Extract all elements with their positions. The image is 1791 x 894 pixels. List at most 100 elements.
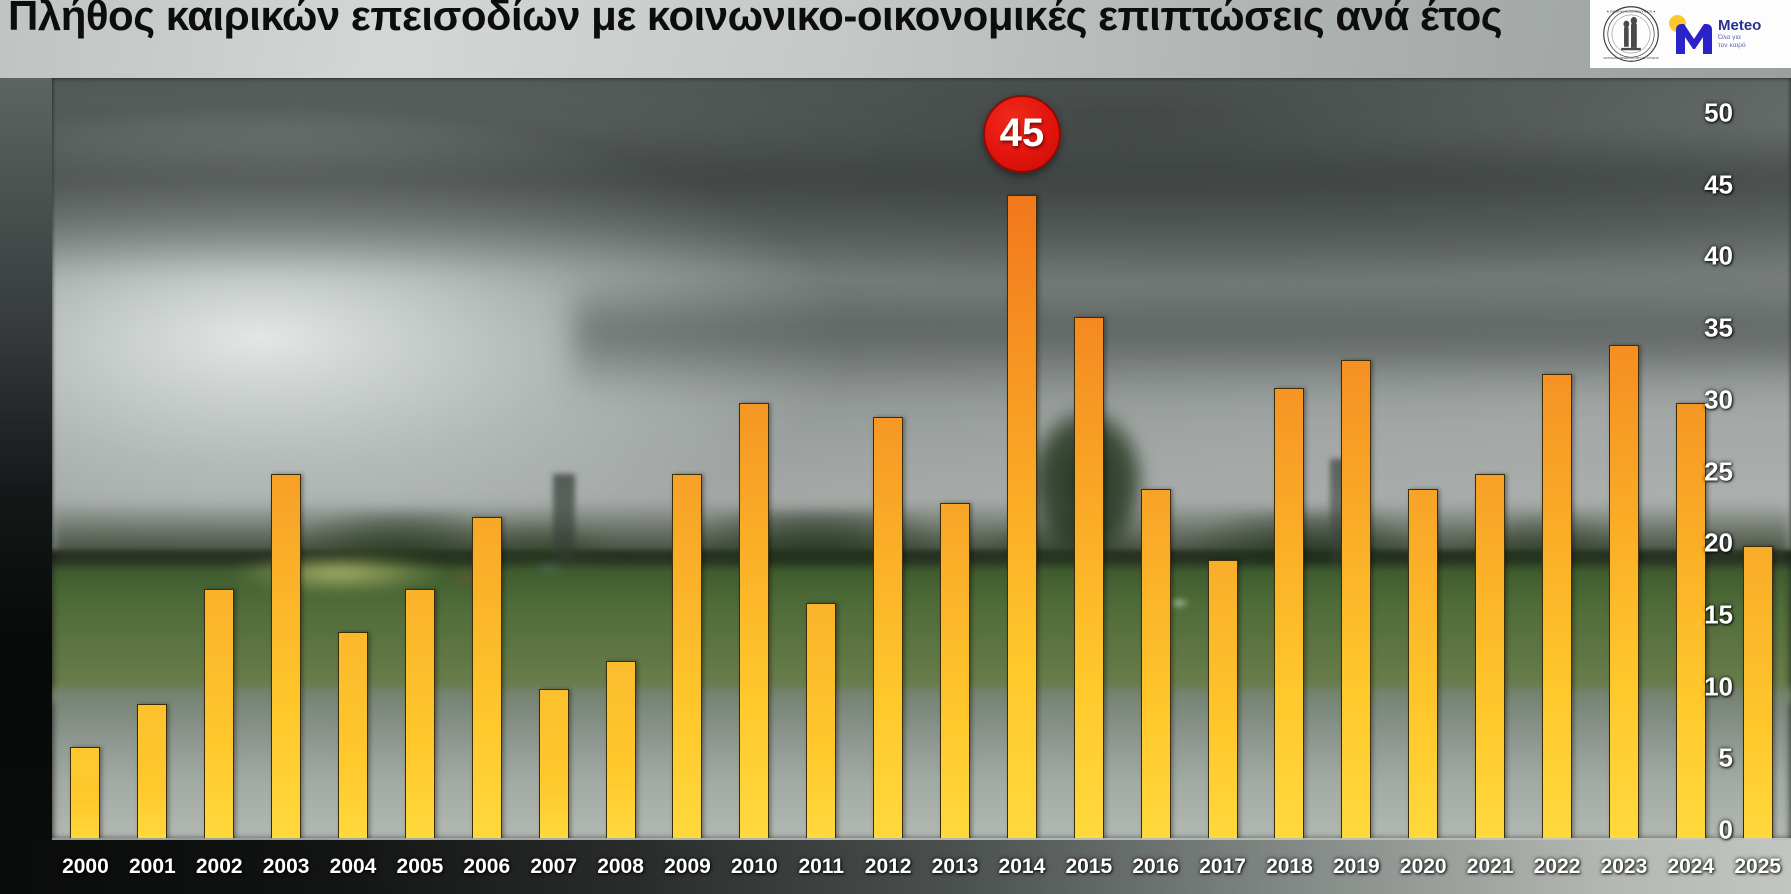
meteo-brand-name: Meteo bbox=[1718, 17, 1762, 34]
title-bar: Πλήθος καιρικών επεισοδίων με κοινωνικο-… bbox=[0, 0, 1791, 78]
bar-slot-2005[interactable] bbox=[386, 78, 453, 840]
bar-2020[interactable] bbox=[1408, 488, 1439, 840]
y-axis-tick-15: 15 bbox=[1704, 599, 1733, 630]
bar-2024[interactable] bbox=[1675, 402, 1706, 840]
svg-text:★ ΕΘΝΙΚΟΝ ΑΣΤΕΡΟΣΚΟΠΕΙΟΝ ★: ★ ΕΘΝΙΚΟΝ ΑΣΤΕΡΟΣΚΟΠΕΙΟΝ ★ bbox=[1606, 10, 1655, 14]
y-axis-tick-0: 0 bbox=[1718, 814, 1733, 845]
bar-2006[interactable] bbox=[471, 517, 502, 840]
x-axis-tick-2015: 2015 bbox=[1065, 855, 1113, 878]
bar-slot-2008[interactable] bbox=[587, 78, 654, 840]
bar-2016[interactable] bbox=[1140, 488, 1171, 840]
bar-2018[interactable] bbox=[1274, 388, 1305, 840]
bar-slot-2024[interactable] bbox=[1657, 78, 1724, 840]
logo-block: ★ ΕΘΝΙΚΟΝ ΑΣΤΕΡΟΣΚΟΠΕΙΟΝ ★ NATIONAL OBSE… bbox=[1590, 0, 1791, 68]
bar-2023[interactable] bbox=[1608, 345, 1639, 840]
national-observatory-seal-icon: ★ ΕΘΝΙΚΟΝ ΑΣΤΕΡΟΣΚΟΠΕΙΟΝ ★ NATIONAL OBSE… bbox=[1603, 6, 1659, 62]
bar-2010[interactable] bbox=[739, 402, 770, 840]
bar-slot-2003[interactable] bbox=[253, 78, 320, 840]
svg-text:NATIONAL OBSERVATORY OF ATHENS: NATIONAL OBSERVATORY OF ATHENS bbox=[1603, 56, 1658, 60]
y-axis-tick-25: 25 bbox=[1704, 456, 1733, 486]
x-axis-tick-2006: 2006 bbox=[463, 855, 511, 878]
bar-2022[interactable] bbox=[1542, 373, 1573, 840]
meteo-tagline-line1: Όλα για bbox=[1718, 34, 1741, 41]
bar-2000[interactable] bbox=[70, 746, 101, 840]
y-axis-tick-10: 10 bbox=[1704, 671, 1733, 702]
cloud-band-lower bbox=[573, 276, 1791, 399]
bar-slot-2011[interactable] bbox=[788, 78, 855, 840]
plot-area: 45 bbox=[52, 78, 1791, 840]
y-axis-tick-20: 20 bbox=[1704, 527, 1733, 558]
bar-slot-2023[interactable] bbox=[1590, 78, 1657, 840]
x-axis-tick-2024: 2024 bbox=[1667, 855, 1715, 878]
bar-2011[interactable] bbox=[806, 603, 837, 840]
x-axis-tick-2011: 2011 bbox=[798, 855, 845, 878]
bar-slot-2004[interactable] bbox=[320, 78, 387, 840]
bar-2008[interactable] bbox=[605, 660, 636, 840]
bar-slot-2012[interactable] bbox=[855, 78, 922, 840]
bar-slot-2013[interactable] bbox=[922, 78, 989, 840]
bar-slot-2009[interactable] bbox=[654, 78, 721, 840]
x-axis-tick-2017: 2017 bbox=[1199, 855, 1246, 878]
y-axis-tick-50: 50 bbox=[1704, 97, 1733, 128]
bar-slot-2021[interactable] bbox=[1457, 78, 1524, 840]
white-marker-patch bbox=[1164, 596, 1193, 610]
bar-slot-2007[interactable] bbox=[520, 78, 587, 840]
x-axis-tick-2013: 2013 bbox=[931, 855, 979, 878]
bar-2014[interactable] bbox=[1006, 194, 1037, 840]
bar-slot-2025[interactable] bbox=[1724, 78, 1791, 840]
bar-2003[interactable] bbox=[271, 474, 302, 840]
bar-slot-2018[interactable] bbox=[1256, 78, 1323, 840]
bar-2007[interactable] bbox=[538, 689, 569, 840]
bar-slot-2010[interactable] bbox=[721, 78, 788, 840]
x-axis-tick-2019: 2019 bbox=[1333, 855, 1380, 878]
bar-2025[interactable] bbox=[1742, 546, 1773, 840]
pylon-left bbox=[552, 474, 576, 566]
y-axis-tick-5: 5 bbox=[1718, 742, 1733, 773]
bar-series: 45 bbox=[52, 78, 1791, 840]
bar-slot-2022[interactable] bbox=[1524, 78, 1591, 840]
bar-2021[interactable] bbox=[1475, 474, 1506, 840]
bar-2004[interactable] bbox=[338, 632, 368, 840]
x-axis-tick-2020: 2020 bbox=[1399, 855, 1447, 878]
bar-slot-2020[interactable] bbox=[1390, 78, 1457, 840]
x-axis-tick-2014: 2014 bbox=[998, 855, 1046, 878]
bar-2019[interactable] bbox=[1341, 359, 1372, 840]
x-axis-tick-2009: 2009 bbox=[664, 855, 711, 878]
x-axis-tick-2010: 2010 bbox=[730, 855, 778, 878]
bar-slot-2016[interactable] bbox=[1122, 78, 1189, 840]
bar-2012[interactable] bbox=[873, 416, 904, 840]
bar-slot-2015[interactable] bbox=[1055, 78, 1122, 840]
bar-2002[interactable] bbox=[204, 589, 235, 840]
x-axis-tick-2012: 2012 bbox=[864, 855, 912, 878]
meteo-wordmark: Meteo Όλα για τον καιρό bbox=[1718, 18, 1761, 50]
bar-2017[interactable] bbox=[1207, 560, 1238, 840]
bar-2001[interactable] bbox=[137, 703, 168, 840]
bar-2015[interactable] bbox=[1073, 316, 1104, 840]
x-axis-tick-2007: 2007 bbox=[530, 855, 578, 878]
x-axis-tick-2003: 2003 bbox=[262, 855, 310, 878]
bar-slot-2001[interactable] bbox=[119, 78, 186, 840]
meteo-logo: Meteo Όλα για τον καιρό bbox=[1668, 14, 1761, 54]
y-axis-tick-40: 40 bbox=[1704, 240, 1733, 271]
bar-slot-2019[interactable] bbox=[1323, 78, 1390, 840]
x-axis-tick-2021: 2021 bbox=[1466, 855, 1514, 878]
bar-slot-2002[interactable] bbox=[186, 78, 253, 840]
value-callout-badge: 45 bbox=[982, 94, 1061, 173]
bar-slot-2000[interactable] bbox=[52, 78, 119, 840]
x-axis-tick-2018: 2018 bbox=[1266, 855, 1313, 878]
x-axis-tick-2008: 2008 bbox=[597, 855, 644, 878]
yellow-field-patch bbox=[208, 550, 470, 597]
bar-2005[interactable] bbox=[404, 589, 435, 840]
x-axis-strip bbox=[0, 840, 1791, 894]
x-axis-tick-2002: 2002 bbox=[195, 855, 243, 878]
meteo-m-icon bbox=[1676, 24, 1712, 54]
bar-slot-2006[interactable] bbox=[453, 78, 520, 840]
bar-2013[interactable] bbox=[940, 503, 971, 840]
x-axis-tick-2022: 2022 bbox=[1533, 855, 1581, 878]
bar-slot-2014[interactable]: 45 bbox=[982, 78, 1061, 840]
bar-slot-2017[interactable] bbox=[1189, 78, 1256, 840]
x-axis-tick-2004: 2004 bbox=[329, 855, 377, 878]
bar-2009[interactable] bbox=[672, 474, 703, 840]
x-axis-tick-2016: 2016 bbox=[1132, 855, 1180, 878]
